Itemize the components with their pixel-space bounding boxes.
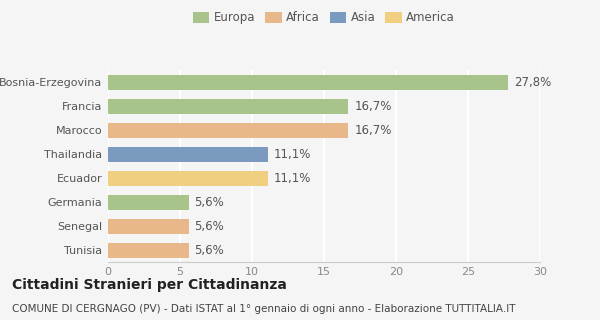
Text: 27,8%: 27,8% bbox=[514, 76, 551, 89]
Text: 5,6%: 5,6% bbox=[194, 220, 224, 233]
Text: 16,7%: 16,7% bbox=[354, 124, 392, 137]
Text: 5,6%: 5,6% bbox=[194, 244, 224, 257]
Bar bbox=[108, 243, 188, 258]
Bar bbox=[108, 99, 349, 114]
Text: COMUNE DI CERGNAGO (PV) - Dati ISTAT al 1° gennaio di ogni anno - Elaborazione T: COMUNE DI CERGNAGO (PV) - Dati ISTAT al … bbox=[12, 304, 515, 314]
Bar bbox=[108, 123, 349, 138]
Text: Cittadini Stranieri per Cittadinanza: Cittadini Stranieri per Cittadinanza bbox=[12, 278, 287, 292]
Bar bbox=[108, 219, 188, 234]
Bar bbox=[108, 171, 268, 186]
Text: 11,1%: 11,1% bbox=[274, 148, 311, 161]
Bar bbox=[108, 147, 268, 162]
Bar bbox=[108, 75, 508, 90]
Bar bbox=[108, 195, 188, 210]
Text: 16,7%: 16,7% bbox=[354, 100, 392, 113]
Text: 5,6%: 5,6% bbox=[194, 196, 224, 209]
Text: 11,1%: 11,1% bbox=[274, 172, 311, 185]
Legend: Europa, Africa, Asia, America: Europa, Africa, Asia, America bbox=[191, 9, 457, 27]
